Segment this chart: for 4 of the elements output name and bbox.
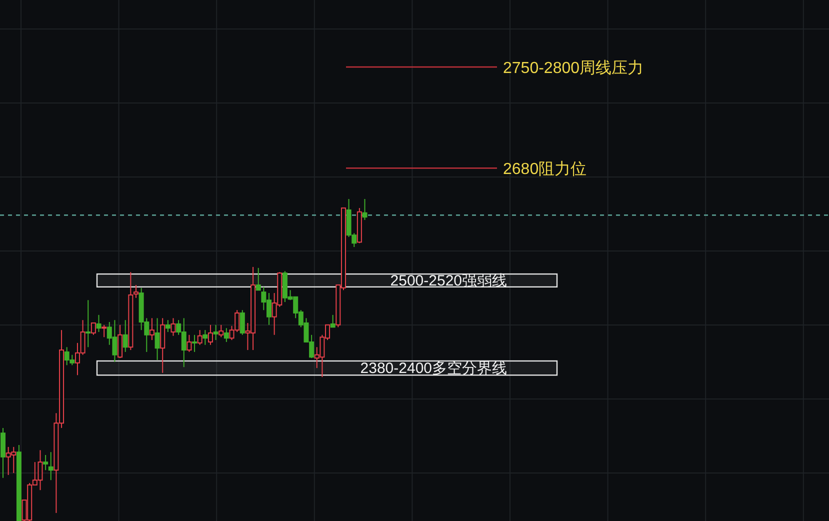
band-label: 2380-2400多空分界线: [360, 360, 507, 378]
ref-line-label: 2750-2800周线压力: [503, 58, 644, 77]
band-label: 2500-2520强弱线: [390, 272, 507, 290]
ref-line-label: 2680阻力位: [503, 160, 587, 178]
